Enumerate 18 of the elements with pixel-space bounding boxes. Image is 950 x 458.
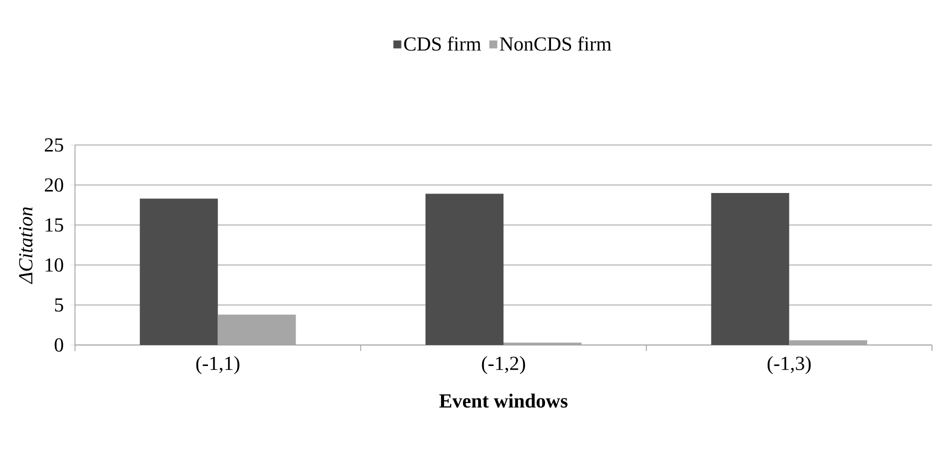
y-tick-label: 0 (54, 338, 64, 352)
bar (789, 340, 868, 345)
y-tick-label: 10 (46, 258, 64, 272)
legend-label: CDS firm (404, 36, 482, 51)
y-tick-label: 5 (55, 298, 64, 312)
x-tick-label: (-1,3) (768, 356, 811, 374)
x-axis-title: Event windows (439, 394, 568, 408)
bar (711, 193, 790, 345)
bar (426, 194, 504, 345)
y-tick-label: 20 (44, 178, 64, 192)
y-tick-label: 15 (46, 218, 64, 232)
x-tick-label: (-1,2) (482, 356, 526, 374)
legend-label: NonCDS firm (500, 36, 612, 51)
bar (140, 198, 218, 345)
y-tick-label: 25 (44, 138, 64, 152)
x-tick-label: (-1,1) (196, 356, 240, 374)
y-axis-title: ΔCitation (19, 207, 32, 284)
bar (218, 314, 296, 345)
